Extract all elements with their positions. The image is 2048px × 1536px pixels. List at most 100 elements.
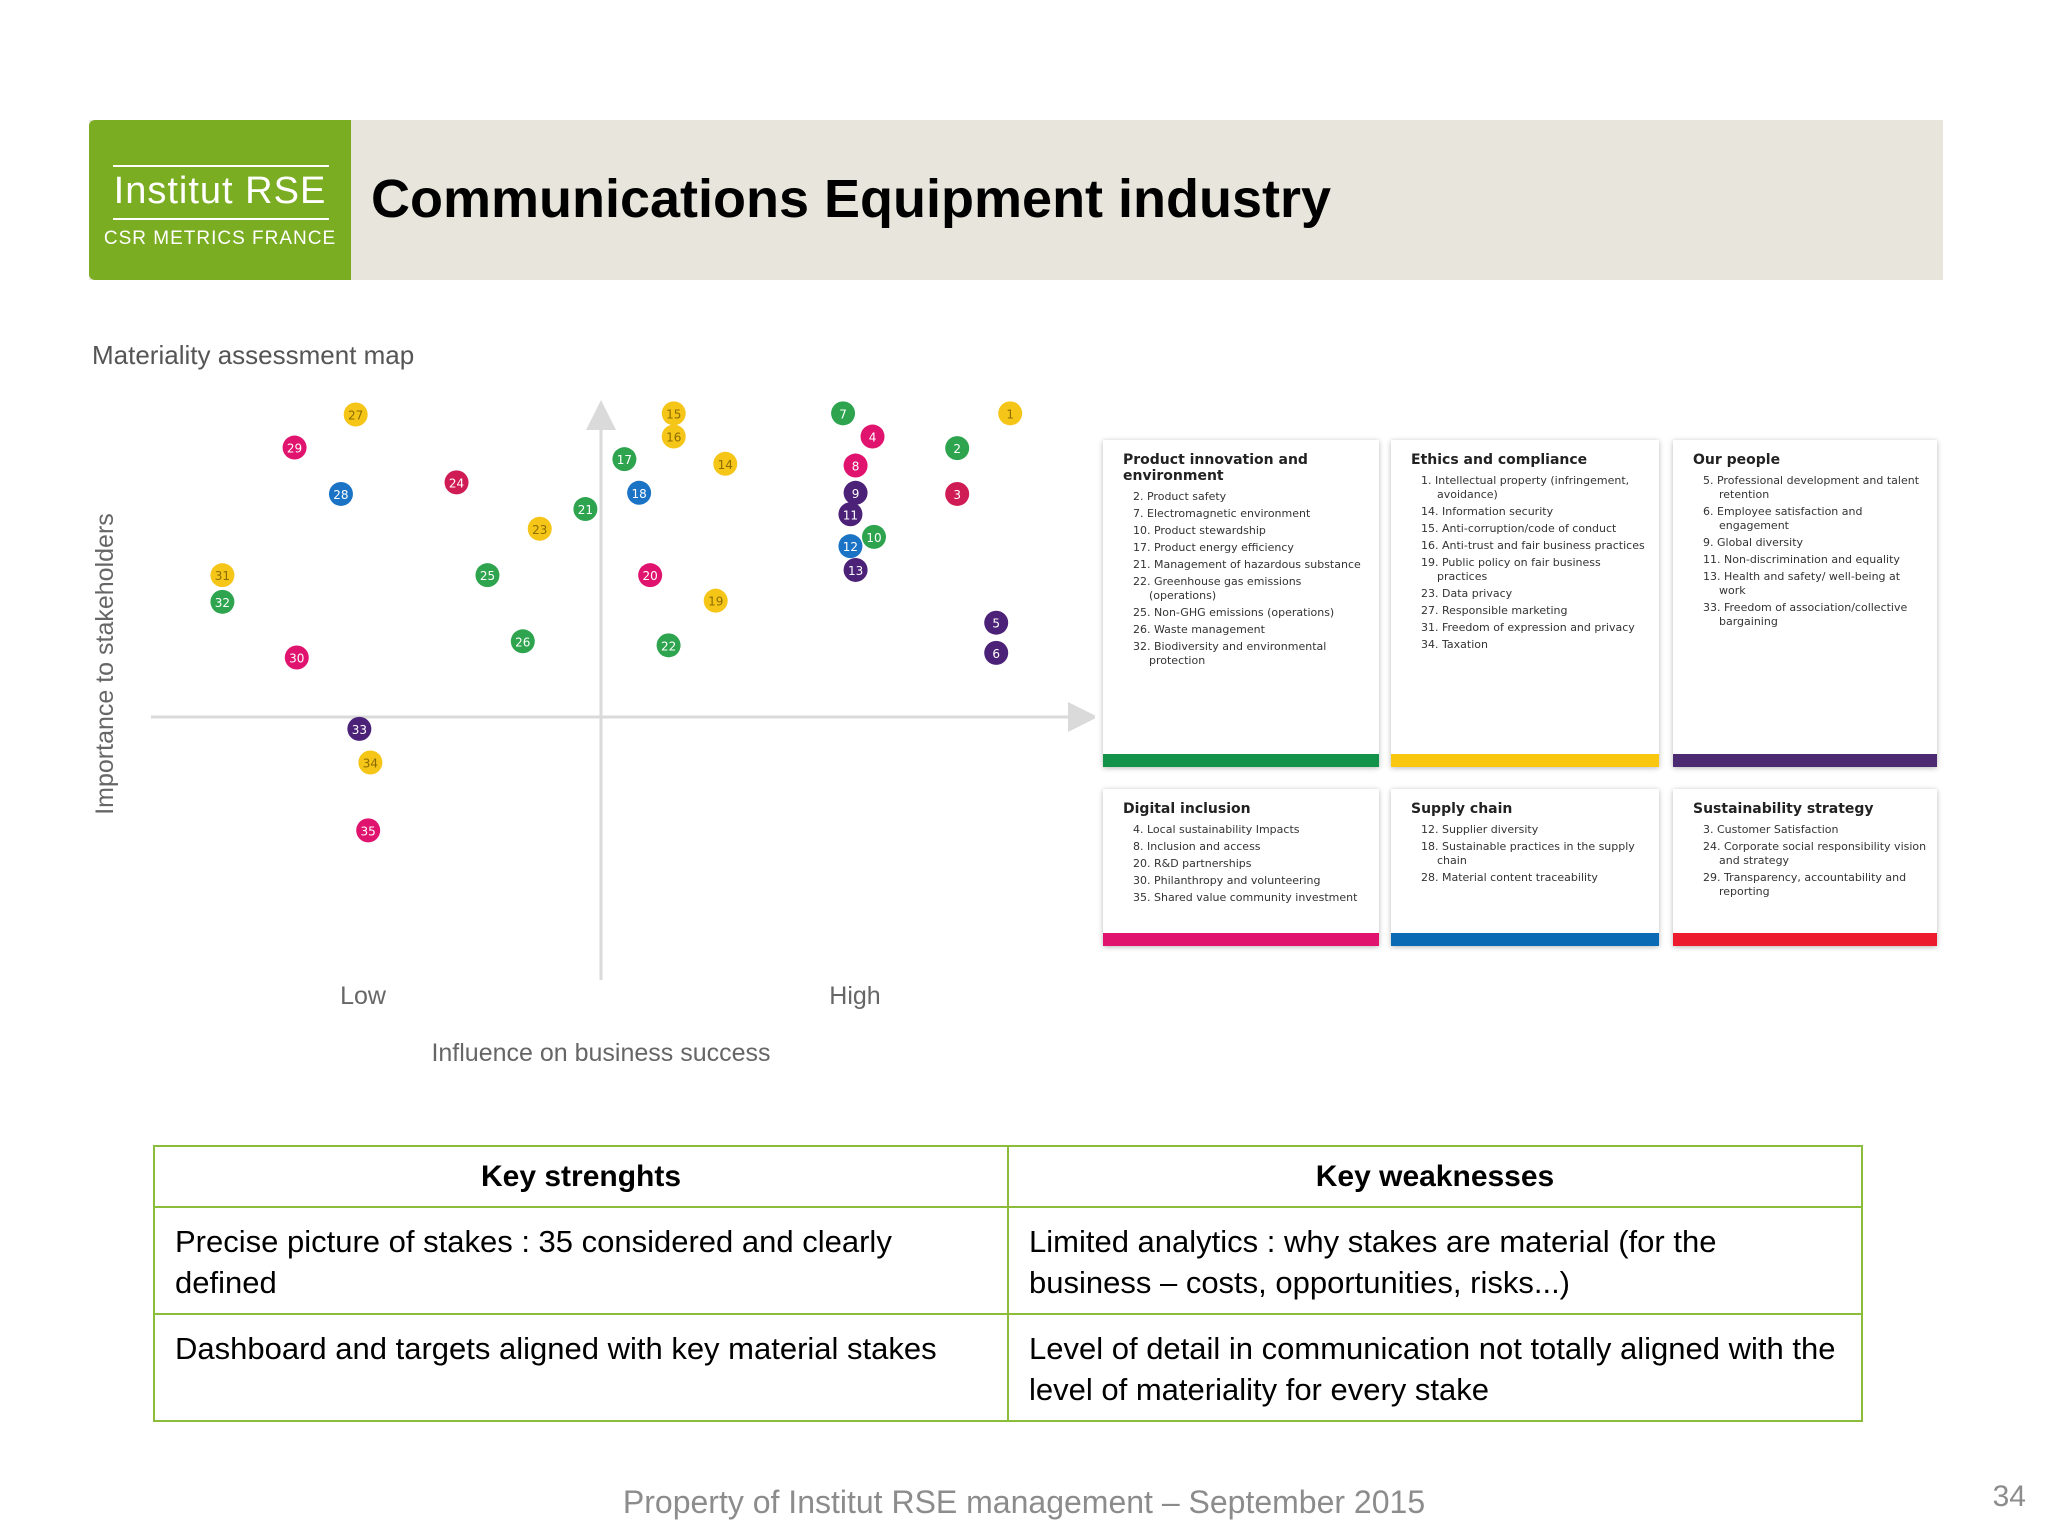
map-point-marker [475, 563, 500, 588]
legend-item: 12. Supplier diversity [1421, 823, 1539, 836]
map-point-28: 28 [328, 481, 353, 506]
map-point-label: 16 [666, 431, 681, 445]
map-point-label: 29 [287, 442, 302, 456]
map-point-label: 6 [992, 647, 1000, 661]
map-point-31: 31 [210, 563, 235, 588]
legend-item: 29. Transparency, accountability and rep… [1703, 871, 1907, 898]
map-point-marker [612, 447, 637, 472]
legend-item: 30. Philanthropy and volunteering [1133, 874, 1321, 887]
map-points: 2729282431323025232621171815161420192274… [210, 401, 1023, 843]
map-point-marker [945, 481, 970, 506]
map-point-marker [284, 645, 309, 670]
map-point-23: 23 [527, 516, 552, 541]
map-point-label: 18 [631, 487, 646, 501]
map-point-marker [661, 401, 686, 426]
map-point-marker [573, 497, 598, 522]
map-point-label: 24 [449, 476, 464, 490]
legend-item: 26. Waste management [1133, 623, 1265, 636]
map-point-5: 5 [984, 610, 1009, 635]
map-point-marker [861, 524, 886, 549]
map-point-marker [984, 610, 1009, 635]
legend-list: 2. Product safety 7. Electromagnetic envi… [1103, 490, 1379, 668]
legend-title: Sustainability strategy [1693, 801, 1874, 817]
y-axis-label: Importance to stakeholders [91, 513, 119, 815]
legend-item: 4. Local sustainability Impacts [1133, 823, 1300, 836]
map-point-21: 21 [573, 497, 598, 522]
map-point-2: 2 [945, 436, 970, 461]
legend-list: 4. Local sustainability Impacts 8. Inclus… [1103, 823, 1379, 905]
map-point-label: 13 [848, 564, 863, 578]
legend-item: 15. Anti-corruption/code of conduct [1421, 522, 1617, 535]
map-point-7: 7 [831, 401, 856, 426]
legend-item: 33. Freedom of association/collective ba… [1703, 601, 1908, 628]
map-point-marker [661, 424, 686, 449]
map-point-label: 15 [666, 407, 681, 421]
legend-item: 5. Professional development and talent r… [1703, 474, 1920, 501]
legend-item: 3. Customer Satisfaction [1703, 823, 1839, 836]
legend-item: 18. Sustainable practices in the supply … [1421, 840, 1635, 867]
map-point-6: 6 [984, 640, 1009, 665]
map-point-1: 1 [998, 401, 1023, 426]
weaknesses-header: Key weaknesses [1007, 1145, 1863, 1208]
legend-item: 34. Taxation [1421, 638, 1488, 651]
legend-item: 8. Inclusion and access [1133, 840, 1261, 853]
map-point-16: 16 [661, 424, 686, 449]
map-point-8: 8 [843, 453, 868, 478]
map-point-label: 27 [348, 409, 363, 423]
logo-subtitle: CSR METRICS FRANCE [103, 228, 337, 249]
map-point-label: 10 [866, 531, 881, 545]
map-point-marker [510, 629, 535, 654]
map-point-22: 22 [656, 633, 681, 658]
map-point-label: 32 [215, 596, 230, 610]
map-point-label: 4 [869, 431, 877, 445]
institut-rse-logo: Institut RSE CSR METRICS FRANCE [89, 120, 351, 280]
legend-color-bar [1391, 933, 1659, 946]
page-number: 34 [1992, 1480, 2026, 1513]
legend-box-ethics: Ethics and compliance 1. Intellectual pr… [1391, 440, 1659, 767]
legend-item: 31. Freedom of expression and privacy [1421, 621, 1635, 634]
map-point-label: 17 [617, 453, 632, 467]
map-point-marker [945, 436, 970, 461]
legend-box-supply-chain: Supply chain 12. Supplier diversity 18. S… [1391, 789, 1659, 946]
map-point-label: 26 [515, 635, 530, 649]
map-point-label: 28 [333, 488, 348, 502]
legend-box-digital-inclusion: Digital inclusion 4. Local sustainabilit… [1103, 789, 1379, 946]
map-point-18: 18 [627, 480, 652, 505]
legend-box-sustainability-strategy: Sustainability strategy 3. Customer Sati… [1673, 789, 1937, 946]
legend-title: Ethics and compliance [1411, 452, 1588, 468]
legend-item: 23. Data privacy [1421, 587, 1513, 600]
map-point-label: 30 [289, 652, 304, 666]
map-point-9: 9 [843, 480, 868, 505]
map-point-label: 31 [215, 569, 230, 583]
map-point-30: 30 [284, 645, 309, 670]
map-point-33: 33 [347, 716, 372, 741]
map-point-label: 8 [852, 460, 860, 474]
map-point-label: 2 [953, 442, 961, 456]
legend-item: 35. Shared value community investment [1133, 891, 1358, 904]
logo-name: Institut RSE [113, 170, 327, 212]
map-point-35: 35 [356, 818, 381, 843]
map-point-13: 13 [843, 557, 868, 582]
map-point-marker [703, 588, 728, 613]
map-point-34: 34 [358, 750, 383, 775]
map-point-label: 33 [352, 723, 367, 737]
map-point-20: 20 [638, 563, 663, 588]
logo-rule-bottom [113, 218, 329, 220]
legend-list: 5. Professional development and talent r… [1673, 474, 1937, 629]
map-point-label: 23 [532, 523, 547, 537]
table-header-row: Key strenghts Key weaknesses [153, 1145, 1863, 1208]
map-point-marker [838, 502, 863, 527]
legend-box-product-innovation: Product innovation and environment 2. Pr… [1103, 440, 1379, 767]
map-point-marker [998, 401, 1023, 426]
slide-header: Institut RSE CSR METRICS FRANCE Communic… [89, 120, 1943, 280]
legend-item: 10. Product stewardship [1133, 524, 1266, 537]
legend-color-bar [1673, 754, 1937, 767]
legend-item: 14. Information security [1421, 505, 1554, 518]
legend-color-bar [1391, 754, 1659, 767]
x-low-label: Low [340, 982, 387, 1010]
map-point-26: 26 [510, 629, 535, 654]
map-point-marker [358, 750, 383, 775]
strengths-header: Key strenghts [153, 1145, 1009, 1208]
legend-title: Product innovation and environment [1123, 452, 1308, 484]
